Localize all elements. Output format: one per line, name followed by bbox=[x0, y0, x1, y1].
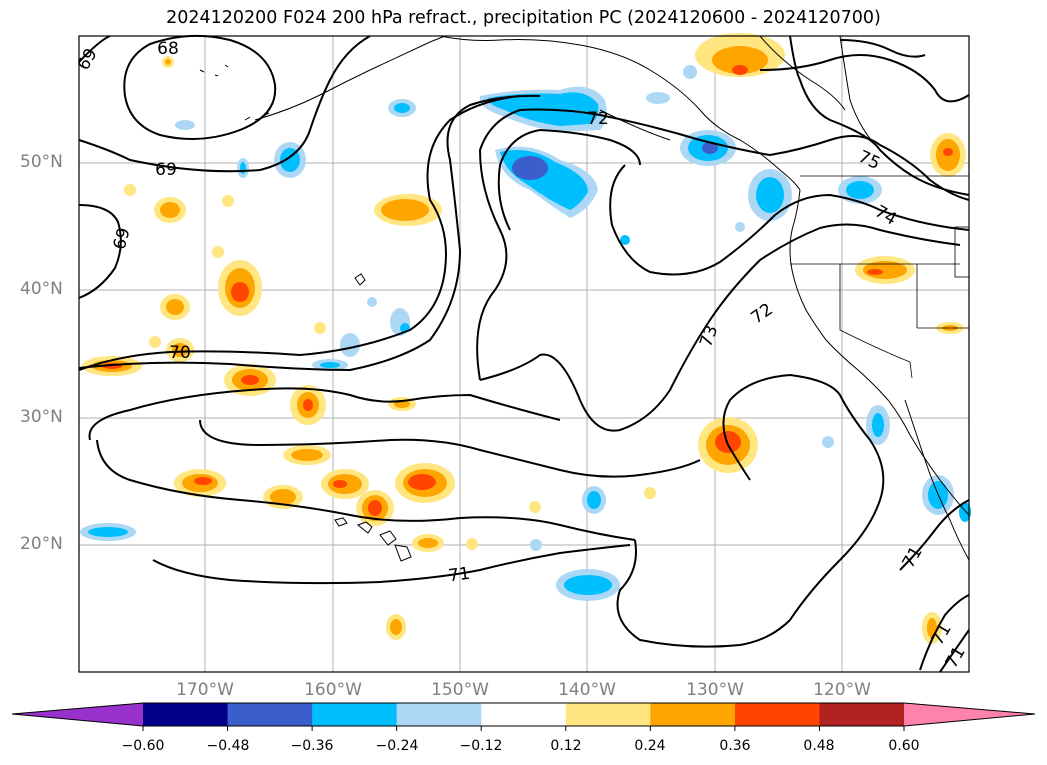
contour-label: 68 bbox=[157, 39, 179, 59]
lon-label: 140°W bbox=[558, 680, 616, 700]
precip-blob bbox=[702, 142, 718, 154]
contour-label: 71 bbox=[447, 564, 471, 587]
lon-label: 170°W bbox=[176, 680, 234, 700]
coastlines bbox=[254, 35, 970, 561]
precip-blob bbox=[149, 336, 161, 348]
precip-blob bbox=[231, 282, 249, 302]
precip-blob bbox=[943, 148, 953, 156]
precip-blob bbox=[241, 375, 259, 385]
precip-blob bbox=[418, 538, 438, 548]
colorbar-segment bbox=[734, 703, 820, 726]
contour-label: 70 bbox=[169, 343, 191, 363]
precip-blob bbox=[175, 120, 195, 130]
colorbar-tick-label: −0.48 bbox=[206, 738, 250, 754]
colorbar-extend-high bbox=[904, 703, 1035, 726]
precip-blob bbox=[381, 199, 429, 221]
islands bbox=[199, 64, 412, 562]
precip-blob bbox=[529, 501, 541, 513]
colorbar-segment bbox=[143, 703, 229, 726]
colorbar-tick-marks bbox=[142, 726, 905, 731]
contour-label: 72 bbox=[587, 109, 609, 129]
precip-blob bbox=[587, 491, 601, 509]
colorbar-tick-label: −0.60 bbox=[121, 738, 165, 754]
precip-blob bbox=[683, 65, 697, 79]
precip-blob bbox=[512, 156, 548, 180]
precip-blob bbox=[303, 399, 313, 411]
colorbar-tick-label: −0.12 bbox=[459, 738, 503, 754]
contour-label: 69 bbox=[155, 160, 177, 180]
precip-blob bbox=[172, 343, 188, 357]
precip-blob bbox=[291, 449, 323, 461]
map-background bbox=[79, 36, 969, 672]
precip-blob bbox=[222, 195, 234, 207]
colorbar-tick-label: −0.36 bbox=[290, 738, 334, 754]
precip-blob bbox=[872, 413, 884, 437]
precip-blob bbox=[822, 436, 834, 448]
precip-blob bbox=[333, 480, 347, 488]
precip-blob bbox=[715, 431, 741, 453]
lat-label: 50°N bbox=[20, 152, 63, 172]
colorbar-segment bbox=[481, 703, 567, 726]
precip-blob bbox=[166, 299, 184, 315]
precip-blob bbox=[194, 477, 212, 485]
precip-blob bbox=[644, 487, 656, 499]
precip-blob bbox=[367, 297, 377, 307]
colorbar-segment bbox=[227, 703, 313, 726]
precip-blob bbox=[394, 103, 410, 113]
lon-label: 120°W bbox=[813, 680, 871, 700]
colorbar-segment bbox=[396, 703, 482, 726]
precip-blob bbox=[340, 333, 360, 357]
precip-positive-areas bbox=[82, 33, 966, 644]
colorbar-segment bbox=[819, 703, 905, 726]
precip-negative-areas bbox=[80, 65, 971, 601]
map-title: 2024120200 F024 200 hPa refract., precip… bbox=[166, 8, 881, 28]
precip-blob bbox=[320, 362, 340, 368]
colorbar bbox=[11, 702, 1036, 731]
precip-blob bbox=[867, 269, 883, 275]
colorbar-extend-low bbox=[12, 703, 143, 726]
precip-blob bbox=[212, 246, 224, 258]
lat-label: 40°N bbox=[20, 279, 63, 299]
precip-blob bbox=[165, 59, 171, 65]
precip-blob bbox=[390, 619, 402, 635]
precip-blob bbox=[564, 575, 612, 595]
precip-blob bbox=[88, 527, 128, 537]
map-frame bbox=[78, 35, 970, 673]
precip-blob bbox=[530, 539, 542, 551]
precip-blob bbox=[314, 322, 326, 334]
colorbar-tick-label: −0.24 bbox=[375, 738, 419, 754]
colorbar-segments bbox=[143, 703, 905, 726]
precip-blob bbox=[620, 235, 630, 245]
precip-blob bbox=[240, 162, 246, 174]
lon-label: 130°W bbox=[686, 680, 744, 700]
colorbar-tick-label: 0.36 bbox=[719, 738, 751, 754]
colorbar-segment bbox=[565, 703, 651, 726]
precip-blob bbox=[270, 489, 296, 505]
precip-blob bbox=[408, 474, 436, 490]
lat-label: 20°N bbox=[20, 534, 63, 554]
precip-blob bbox=[466, 538, 478, 550]
colorbar-tick-label: 0.24 bbox=[634, 738, 666, 754]
precip-blob bbox=[124, 184, 136, 196]
refractivity-contours bbox=[78, 34, 970, 673]
lon-label: 150°W bbox=[431, 680, 489, 700]
colorbar-tick-label: 0.12 bbox=[550, 738, 582, 754]
precip-blob bbox=[756, 177, 784, 213]
precip-blob bbox=[368, 500, 382, 516]
precip-blob bbox=[846, 181, 874, 199]
precip-blob bbox=[160, 202, 180, 218]
colorbar-tick-label: 0.60 bbox=[888, 738, 920, 754]
colorbar-segment bbox=[312, 703, 398, 726]
colorbar-tick-label: 0.48 bbox=[803, 738, 835, 754]
precip-blob bbox=[735, 222, 745, 232]
colorbar-segment bbox=[650, 703, 736, 726]
lon-label: 160°W bbox=[304, 680, 362, 700]
precip-blob bbox=[646, 92, 670, 104]
precip-blob bbox=[732, 65, 748, 75]
lat-label: 30°N bbox=[20, 407, 63, 427]
precip-blob bbox=[712, 46, 768, 74]
